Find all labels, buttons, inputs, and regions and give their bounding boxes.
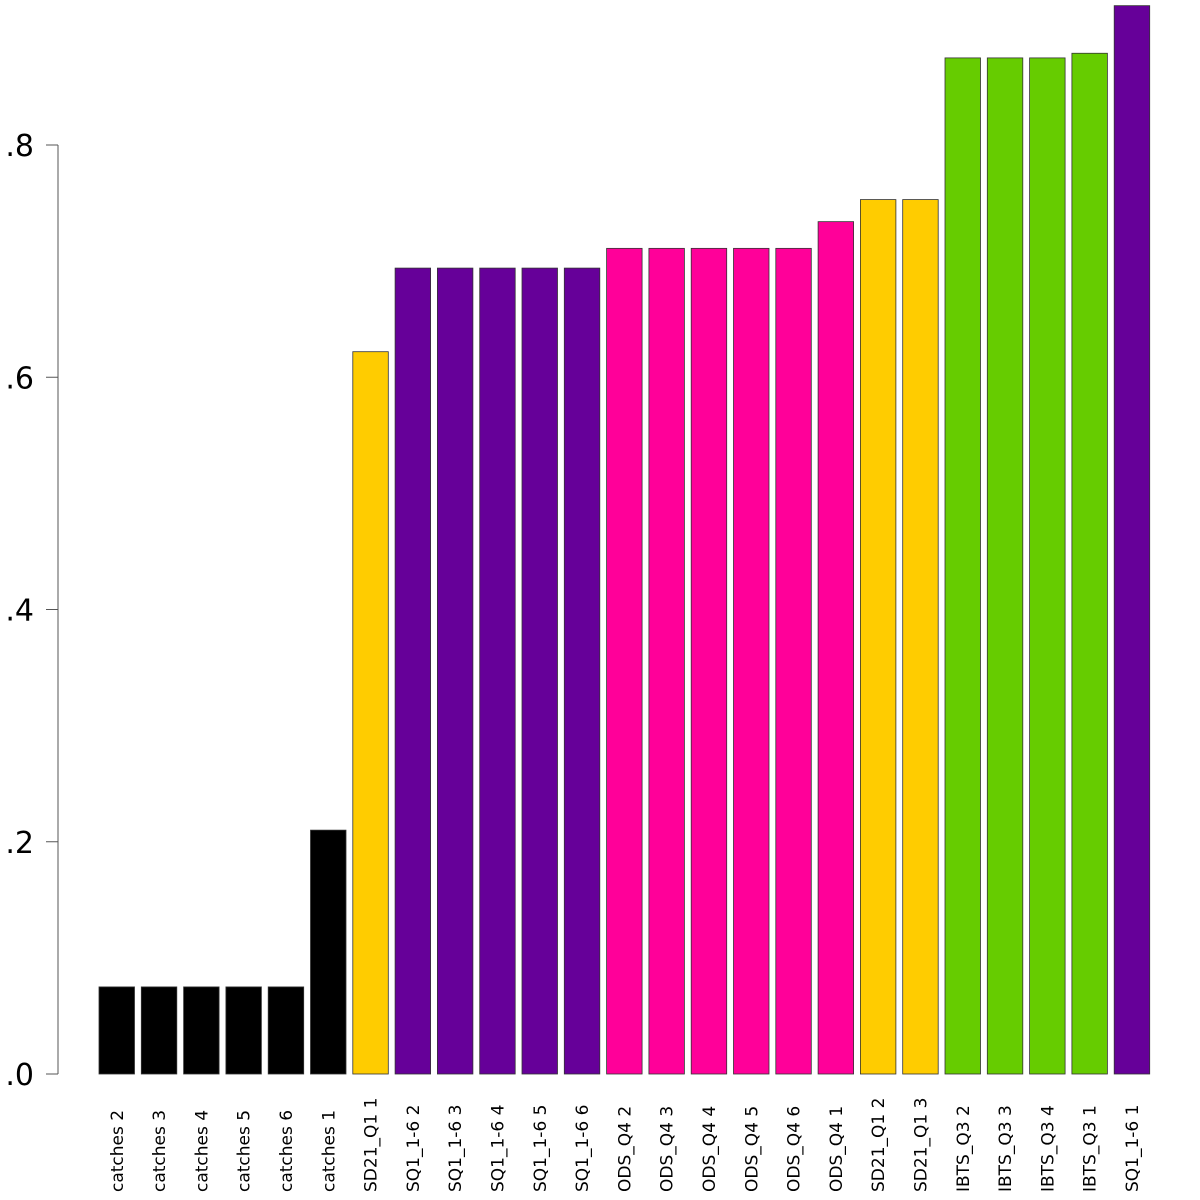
bar (944, 57, 981, 1075)
x-tick-label: catches 2 (108, 1110, 128, 1192)
x-tick-label: IBTS_Q3 1 (1081, 1105, 1101, 1192)
x-tick-label: SD21_Q1 3 (911, 1098, 931, 1192)
x-tick-label: catches 5 (235, 1110, 255, 1192)
bar (775, 247, 812, 1075)
x-tick-label: IBTS_Q3 2 (954, 1105, 974, 1192)
y-tick-label: .6 (5, 361, 34, 396)
x-tick-label: catches 4 (192, 1110, 212, 1192)
x-tick-label: SQ1_1-6 6 (573, 1105, 593, 1192)
x-axis-labels: catches 2 catches 3 catches 4 catches 5 catc… (108, 1098, 1143, 1192)
y-tick-label: .0 (5, 1058, 34, 1093)
y-tick-label: .2 (5, 826, 34, 861)
x-tick-label: SQ1_1-6 1 (1123, 1105, 1143, 1192)
bar (606, 247, 643, 1075)
y-axis: .0 .2 .4 .6 .8 (5, 129, 59, 1093)
x-tick-label: catches 3 (150, 1110, 170, 1192)
x-tick-label: ODS_Q4 4 (700, 1106, 720, 1192)
bar (98, 986, 135, 1075)
bar (563, 267, 601, 1075)
bars (98, 5, 1151, 1075)
x-tick-label: SQ1_1-6 2 (404, 1105, 424, 1192)
bar (817, 221, 854, 1075)
y-tick-label: .4 (5, 594, 34, 629)
x-tick-label: SQ1_1-6 3 (446, 1105, 466, 1192)
x-tick-label: ODS_Q4 1 (827, 1106, 847, 1192)
bar (183, 986, 220, 1075)
bar (479, 267, 516, 1075)
x-tick-label: ODS_Q4 6 (785, 1106, 805, 1192)
x-tick-label: ODS_Q4 2 (615, 1106, 635, 1192)
bar (352, 351, 389, 1075)
bar (902, 199, 939, 1075)
x-tick-label: catches 6 (277, 1110, 297, 1192)
bar (648, 247, 685, 1075)
x-tick-label: SD21_Q1 1 (362, 1098, 382, 1192)
bar (521, 267, 558, 1075)
bar (1071, 52, 1108, 1075)
x-tick-label: ODS_Q4 3 (658, 1106, 678, 1192)
bar (436, 267, 474, 1075)
bar (394, 267, 432, 1075)
bar (267, 986, 305, 1075)
bar (860, 199, 897, 1075)
y-tick-label: .8 (5, 129, 34, 164)
bar (690, 247, 728, 1075)
x-tick-label: SD21_Q1 2 (869, 1098, 889, 1192)
bar (225, 986, 262, 1075)
bar (1113, 5, 1151, 1075)
bar (733, 247, 770, 1075)
bar (140, 986, 178, 1075)
bar (1029, 57, 1066, 1075)
bar (986, 57, 1024, 1075)
x-tick-label: SQ1_1-6 5 (531, 1105, 551, 1192)
x-tick-label: IBTS_Q3 4 (1038, 1105, 1058, 1192)
bar (310, 829, 347, 1075)
x-tick-label: IBTS_Q3 3 (996, 1105, 1016, 1192)
x-tick-label: ODS_Q4 5 (742, 1106, 762, 1192)
x-tick-label: SQ1_1-6 4 (488, 1105, 508, 1192)
x-tick-label: catches 1 (319, 1110, 339, 1192)
